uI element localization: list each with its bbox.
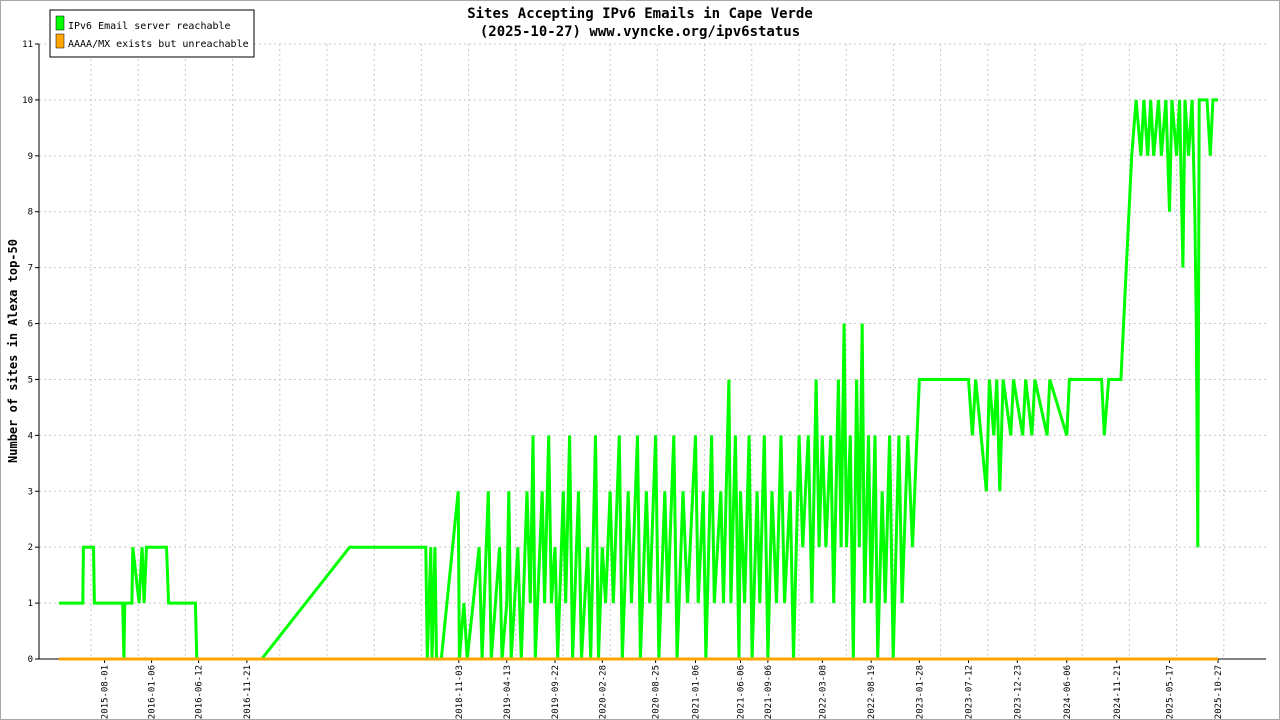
y-axis-label: Number of sites in Alexa top-50 [6, 239, 20, 463]
x-tick-label: 2015-08-01 [101, 665, 111, 719]
x-tick-label: 2022-08-19 [867, 665, 877, 719]
y-tick-label: 9 [28, 152, 33, 162]
x-tick-label: 2021-01-06 [692, 665, 702, 719]
x-tick-label: 2025-05-17 [1165, 665, 1175, 719]
legend-box [49, 9, 255, 58]
legend-swatch-reachable [55, 15, 65, 31]
y-tick-label: 11 [22, 40, 33, 50]
legend-label-reachable: IPv6 Email server reachable [68, 21, 231, 32]
x-tick-label: 2021-09-06 [764, 665, 774, 719]
x-tick-label: 2016-11-21 [243, 665, 253, 719]
legend: IPv6 Email server reachable AAAA/MX exis… [49, 9, 255, 58]
y-tick-label: 1 [28, 599, 33, 609]
y-ticks: 0 1 2 3 4 5 6 7 8 9 10 11 [22, 40, 39, 665]
y-tick-label: 6 [28, 320, 33, 330]
y-tick-label: 7 [28, 264, 33, 274]
x-tick-label: 2022-03-08 [818, 665, 828, 719]
x-tick-label: 2016-01-06 [148, 665, 158, 719]
x-tick-label: 2019-09-22 [551, 665, 561, 719]
x-tick-label: 2019-04-13 [503, 665, 513, 719]
y-tick-label: 3 [28, 487, 33, 497]
y-tick-label: 4 [28, 431, 33, 441]
chart-title: Sites Accepting IPv6 Emails in Cape Verd… [467, 6, 813, 22]
x-tick-label: 2016-06-12 [195, 665, 205, 719]
y-tick-label: 2 [28, 543, 33, 553]
grid-lines [39, 43, 1266, 659]
series-lines [59, 98, 1218, 661]
y-tick-label: 10 [22, 96, 33, 106]
x-tick-label: 2024-11-21 [1113, 665, 1123, 719]
x-tick-label: 2023-01-28 [915, 665, 925, 719]
x-tick-label: 2023-07-12 [965, 665, 975, 719]
x-tick-label: 2020-02-28 [598, 665, 608, 719]
x-ticks: 2015-08-01 2016-01-06 2016-06-12 2016-11-21… [101, 659, 1224, 719]
x-tick-label: 2018-11-03 [455, 665, 465, 719]
x-tick-label: 2020-08-25 [652, 665, 662, 719]
x-tick-label: 2021-06-06 [736, 665, 746, 719]
y-tick-label: 0 [28, 655, 33, 665]
x-tick-label: 2024-06-06 [1063, 665, 1073, 719]
y-tick-label: 8 [28, 208, 33, 218]
chart-subtitle: (2025-10-27) www.vyncke.org/ipv6status [480, 24, 800, 40]
y-tick-label: 5 [28, 375, 33, 385]
legend-swatch-unreachable [55, 33, 65, 49]
x-tick-label: 2023-12-23 [1013, 665, 1023, 719]
axes [38, 44, 1266, 660]
x-tick-label: 2025-10-27 [1214, 665, 1224, 719]
legend-label-unreachable: AAAA/MX exists but unreachable [68, 39, 249, 50]
